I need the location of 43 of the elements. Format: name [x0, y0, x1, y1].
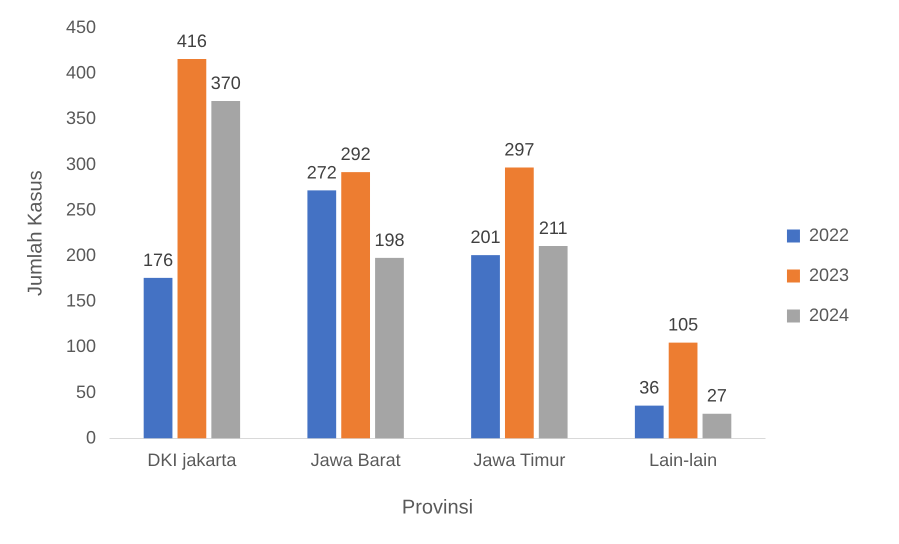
- data-label: 105: [668, 314, 698, 335]
- data-label: 198: [374, 230, 404, 250]
- legend-label: 2022: [808, 224, 850, 245]
- y-tick-label: 100: [66, 336, 96, 356]
- bar: [307, 190, 336, 438]
- y-tick-label: 400: [66, 62, 96, 83]
- data-label: 36: [639, 378, 660, 398]
- y-tick-label: 0: [86, 427, 96, 448]
- y-tick-label: 150: [66, 290, 96, 311]
- bar: [211, 100, 240, 438]
- data-label: 297: [504, 140, 534, 160]
- bar: [538, 246, 568, 438]
- y-tick-label: 350: [66, 108, 96, 128]
- legend-label: 2024: [808, 304, 850, 325]
- y-axis-title: Jumlah Kasus: [24, 170, 47, 296]
- y-tick-label: 300: [66, 154, 96, 174]
- bar: [471, 255, 500, 438]
- x-axis-title: Provinsi: [402, 496, 474, 519]
- x-tick-label: Jawa Timur: [473, 450, 566, 470]
- data-label: 272: [306, 162, 337, 182]
- bar: [144, 278, 172, 438]
- y-tick-label: 250: [66, 199, 96, 220]
- bar: [634, 406, 664, 438]
- bar: [375, 258, 404, 438]
- x-tick-label: Lain-lain: [649, 450, 718, 470]
- data-label: 370: [210, 72, 241, 93]
- bar: [668, 342, 698, 438]
- data-label: 27: [706, 386, 727, 406]
- data-label: 292: [340, 144, 371, 164]
- bar: [178, 59, 206, 438]
- y-tick-label: 50: [76, 382, 96, 402]
- x-tick-label: DKI jakarta: [147, 450, 238, 470]
- bar: [504, 168, 534, 438]
- data-label: 176: [143, 250, 174, 270]
- y-tick-label: 200: [66, 244, 96, 265]
- x-tick-label: Jawa Barat: [310, 450, 401, 470]
- data-label: 416: [176, 30, 207, 51]
- bar: [702, 414, 732, 438]
- data-label: 211: [538, 218, 568, 238]
- bar: [341, 172, 370, 438]
- y-tick-label: 450: [66, 16, 96, 37]
- legend-label: 2023: [808, 264, 850, 285]
- data-label: 201: [470, 227, 501, 248]
